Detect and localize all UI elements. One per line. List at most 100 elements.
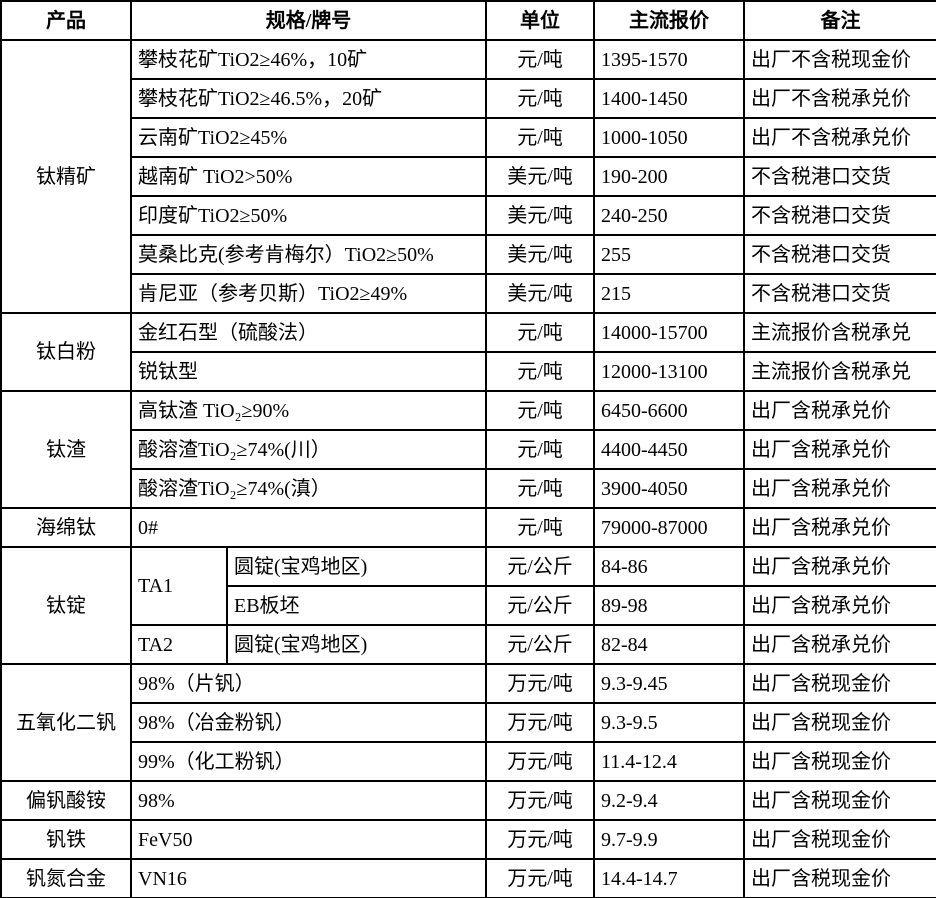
note-cell: 出厂含税承兑价: [743, 390, 936, 431]
unit-cell: 元/吨: [485, 78, 595, 119]
spec-cell: 莫桑比克(参考肯梅尔）TiO2≥50%: [130, 234, 487, 275]
table-row: 印度矿TiO2≥50% 美元/吨 240-250 不含税港口交货: [1, 195, 936, 236]
unit-cell: 美元/吨: [485, 273, 595, 314]
spec-cell: 酸溶渣TiO₂≥74%(川）: [130, 429, 487, 470]
product-cell: 钒铁: [0, 819, 132, 860]
note-cell: 主流报价含税承兑: [743, 312, 936, 353]
table-row: 钒铁 FeV50 万元/吨 9.7-9.9 出厂含税现金价: [0, 819, 936, 860]
table-row: 越南矿 TiO2>50% 美元/吨 190-200 不含税港口交货: [1, 156, 936, 197]
unit-cell: 美元/吨: [485, 195, 595, 236]
table-row: 酸溶渣TiO₂≥74%(川） 元/吨 4400-4450 出厂含税承兑价: [1, 429, 936, 470]
spec-cell: 圆锭(宝鸡地区): [226, 546, 487, 587]
price-cell: 1395-1570: [593, 39, 745, 80]
unit-cell: 万元/吨: [485, 780, 595, 821]
price-cell: 3900-4050: [593, 468, 745, 509]
price-cell: 4400-4450: [593, 429, 745, 470]
table-row: 钒氮合金 VN16 万元/吨 14.4-14.7 出厂含税现金价: [0, 858, 936, 898]
spec-cell: 云南矿TiO2≥45%: [130, 117, 487, 158]
product-cell: 钛渣: [0, 390, 132, 509]
spec-cell: 0#: [130, 507, 487, 548]
note-cell: 不含税港口交货: [743, 273, 936, 314]
note-cell: 出厂含税承兑价: [743, 585, 936, 626]
table-row: 肯尼亚（参考贝斯）TiO2≥49% 美元/吨 215 不含税港口交货: [1, 273, 936, 314]
product-cell: 五氧化二钒: [0, 663, 132, 782]
price-cell: 84-86: [593, 546, 745, 587]
unit-cell: 万元/吨: [485, 858, 595, 898]
price-cell: 9.3-9.45: [593, 663, 745, 704]
price-cell: 12000-13100: [593, 351, 745, 392]
table-row: 98%（冶金粉钒） 万元/吨 9.3-9.5 出厂含税现金价: [1, 702, 936, 743]
table-row: 五氧化二钒 98%（片钒） 万元/吨 9.3-9.45 出厂含税现金价: [0, 663, 936, 782]
table-row: 酸溶渣TiO₂≥74%(滇） 元/吨 3900-4050 出厂含税承兑价: [1, 468, 936, 509]
price-cell: 9.7-9.9: [593, 819, 745, 860]
note-cell: 不含税港口交货: [743, 234, 936, 275]
note-cell: 出厂含税现金价: [743, 780, 936, 821]
table-row: EB板坯 元/公斤 89-98 出厂含税承兑价: [1, 585, 936, 626]
spec-cell: 98%（片钒）: [130, 663, 487, 704]
note-cell: 出厂含税现金价: [743, 819, 936, 860]
header-note: 备注: [743, 0, 936, 41]
header-price: 主流报价: [593, 0, 745, 41]
spec-cell: 肯尼亚（参考贝斯）TiO2≥49%: [130, 273, 487, 314]
note-cell: 出厂含税承兑价: [743, 546, 936, 587]
table-row: 锐钛型 元/吨 12000-13100 主流报价含税承兑: [1, 351, 936, 392]
note-cell: 出厂含税现金价: [743, 702, 936, 743]
unit-cell: 元/吨: [485, 117, 595, 158]
unit-cell: 元/公斤: [485, 546, 595, 587]
table-row: 攀枝花矿TiO2≥46.5%，20矿 元/吨 1400-1450 出厂不含税承兑价: [1, 78, 936, 119]
spec-cell: 98%（冶金粉钒）: [130, 702, 487, 743]
table-row: 莫桑比克(参考肯梅尔）TiO2≥50% 美元/吨 255 不含税港口交货: [1, 234, 936, 275]
product-cell: 偏钒酸铵: [0, 780, 132, 821]
note-cell: 出厂不含税承兑价: [743, 117, 936, 158]
price-cell: 14000-15700: [593, 312, 745, 353]
grade-cell: TA1: [130, 546, 228, 626]
spec-cell: 攀枝花矿TiO2≥46.5%，20矿: [130, 78, 487, 119]
unit-cell: 万元/吨: [485, 741, 595, 782]
table-row: TA2 圆锭(宝鸡地区) 元/公斤 82-84 出厂含税承兑价: [1, 624, 936, 665]
table-row: 钛白粉 金红石型（硫酸法） 元/吨 14000-15700 主流报价含税承兑: [0, 312, 936, 392]
spec-cell: 越南矿 TiO2>50%: [130, 156, 487, 197]
grade-cell: TA2: [130, 624, 228, 665]
table-row: 云南矿TiO2≥45% 元/吨 1000-1050 出厂不含税承兑价: [1, 117, 936, 158]
table-row: 钛渣 高钛渣 TiO₂≥90% 元/吨 6450-6600 出厂含税承兑价: [0, 390, 936, 509]
table-row: 钛锭 TA1 圆锭(宝鸡地区) 元/公斤 84-86 出厂含税承兑价: [0, 546, 936, 665]
spec-cell: EB板坯: [226, 585, 487, 626]
product-cell: 钛白粉: [0, 312, 132, 392]
price-cell: 82-84: [593, 624, 745, 665]
spec-cell: 圆锭(宝鸡地区): [226, 624, 487, 665]
price-cell: 6450-6600: [593, 390, 745, 431]
unit-cell: 万元/吨: [485, 819, 595, 860]
spec-cell: 攀枝花矿TiO2≥46%，10矿: [130, 39, 487, 80]
unit-cell: 美元/吨: [485, 234, 595, 275]
note-cell: 出厂含税承兑价: [743, 468, 936, 509]
table-row: 偏钒酸铵 98% 万元/吨 9.2-9.4 出厂含税现金价: [0, 780, 936, 821]
note-cell: 出厂含税承兑价: [743, 429, 936, 470]
product-cell: 钛锭: [0, 546, 132, 665]
unit-cell: 元/吨: [485, 39, 595, 80]
header-row: 产品 规格/牌号 单位 主流报价 备注: [0, 0, 936, 41]
product-cell: 钒氮合金: [0, 858, 132, 898]
spec-cell: 锐钛型: [130, 351, 487, 392]
note-cell: 出厂不含税现金价: [743, 39, 936, 80]
note-cell: 出厂含税现金价: [743, 663, 936, 704]
unit-cell: 元/吨: [485, 507, 595, 548]
spec-cell: 印度矿TiO2≥50%: [130, 195, 487, 236]
note-cell: 主流报价含税承兑: [743, 351, 936, 392]
price-cell: 255: [593, 234, 745, 275]
price-cell: 9.3-9.5: [593, 702, 745, 743]
price-cell: 1400-1450: [593, 78, 745, 119]
note-cell: 出厂含税现金价: [743, 741, 936, 782]
product-cell: 钛精矿: [0, 39, 132, 314]
spec-cell: 99%（化工粉钒）: [130, 741, 487, 782]
header-unit: 单位: [485, 0, 595, 41]
table-row: 海绵钛 0# 元/吨 79000-87000 出厂含税承兑价: [0, 507, 936, 548]
spec-cell: 酸溶渣TiO₂≥74%(滇）: [130, 468, 487, 509]
spec-cell: 金红石型（硫酸法）: [130, 312, 487, 353]
price-cell: 190-200: [593, 156, 745, 197]
unit-cell: 元/吨: [485, 390, 595, 431]
unit-cell: 万元/吨: [485, 702, 595, 743]
note-cell: 不含税港口交货: [743, 195, 936, 236]
header-spec: 规格/牌号: [130, 0, 487, 41]
